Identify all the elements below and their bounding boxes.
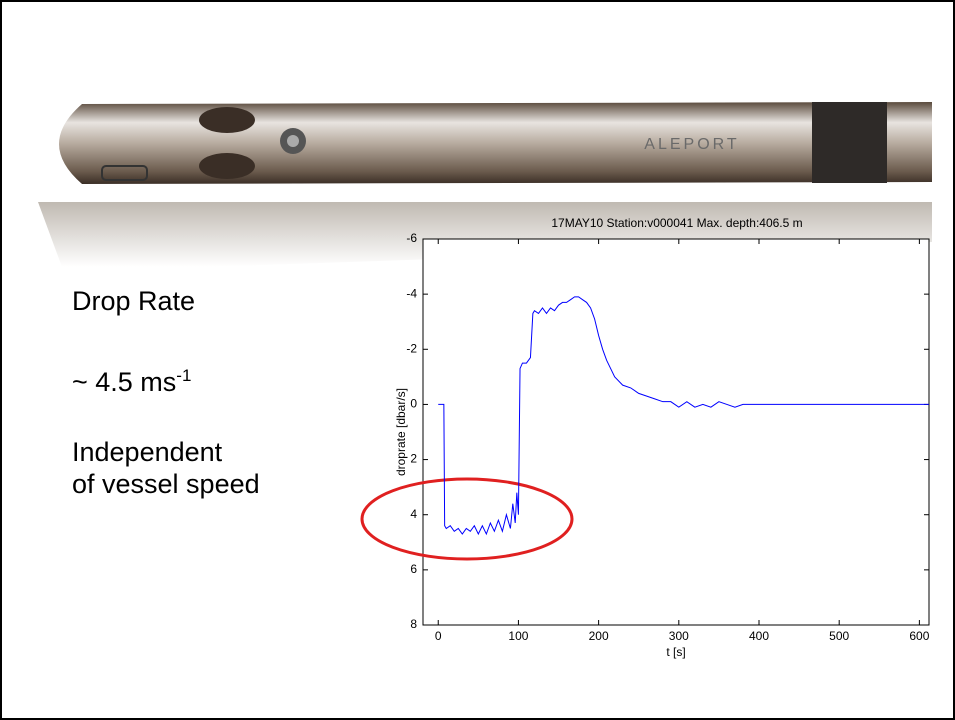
heading: Drop Rate — [72, 286, 196, 316]
x-tick-label: 400 — [749, 629, 769, 643]
y-tick-label: -6 — [406, 231, 417, 245]
x-tick-label: 300 — [669, 629, 689, 643]
x-tick-label: 600 — [909, 629, 929, 643]
highlight-ellipse — [360, 477, 574, 561]
rate-text: ~ 4.5 ms-1 — [72, 360, 191, 398]
plot-frame — [422, 238, 930, 626]
x-tick-label: 500 — [829, 629, 849, 643]
note-line: Independent — [72, 437, 223, 467]
y-tick-label: 2 — [410, 452, 417, 466]
logo: ALEPORT — [644, 136, 739, 153]
y-tick-label: 8 — [410, 617, 417, 631]
rate-exponent: -1 — [176, 366, 192, 385]
x-tick-label: 200 — [589, 629, 609, 643]
x-tick-label: 100 — [508, 629, 528, 643]
y-tick-label: -4 — [406, 286, 417, 300]
chart-title: 17MAY10 Station:v000041 Max. depth:406.5… — [551, 216, 802, 230]
y-tick-label: 4 — [410, 507, 417, 521]
note-line: of vessel speed — [72, 469, 260, 499]
y-tick-label: -2 — [406, 341, 417, 355]
data-line — [438, 296, 929, 536]
x-axis-label: t [s] — [666, 645, 685, 659]
y-tick-label: 6 — [410, 562, 417, 576]
x-tick-label: 0 — [435, 629, 442, 643]
y-axis-label: droprate [dbar/s] — [394, 388, 408, 476]
rate: ~ 4.5 ms — [72, 367, 177, 397]
y-tick-label: 0 — [410, 397, 417, 411]
